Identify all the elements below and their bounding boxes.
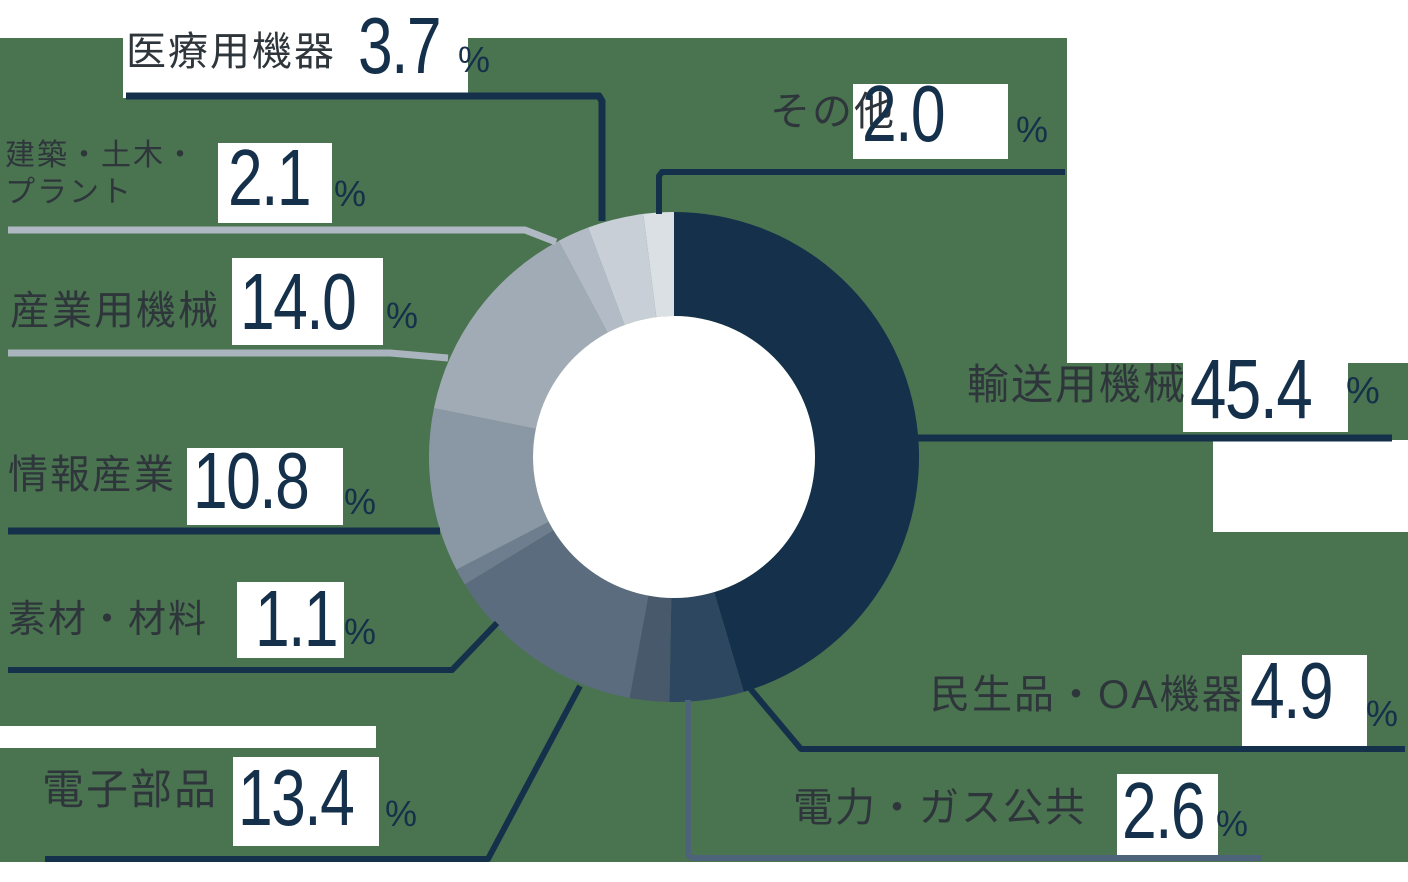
background-white-patch [0,862,1408,882]
leader-line-iryo [126,92,606,221]
donut-slice-建築・土木・プラント [558,227,625,333]
slice-value-sonota: 2.0 [862,69,946,158]
slice-label-kenchiku: 建築・土木・ [5,139,197,172]
slice-value-sozai: 1.1 [255,574,339,663]
background-white-patch [352,16,464,84]
slice-label-sonota: その他 [770,90,896,134]
background-white-patch [237,582,344,658]
percent-sign-minsei: % [1366,693,1399,734]
donut-slice-医療用機器 [588,213,657,325]
slice-value-kenchiku: 2.1 [228,133,312,222]
leader-line-sangyo [8,349,449,362]
percent-sign-sonota: % [1016,109,1049,150]
background-white-patch [232,258,383,345]
background-white-patch [1117,774,1218,860]
background-white-patch [1242,655,1367,748]
background-white-patch [187,448,343,525]
background-white-patch [218,143,332,223]
slice-label-iryo: 医療用機器 [126,30,336,74]
percent-sign-sozai: % [344,611,377,652]
slice-label-kenchiku: プラント [5,176,133,209]
leader-line-sozai [8,620,500,673]
background-white-patch [1183,352,1348,432]
slice-value-minsei: 4.9 [1250,646,1334,735]
leader-line-kenchiku [8,226,558,246]
percent-sign-denryoku: % [1216,803,1249,844]
slice-label-sozai: 素材・材料 [8,599,209,641]
donut-slice-その他 [643,212,674,318]
background-white-patch [853,84,1008,159]
slice-value-joho: 10.8 [193,436,310,525]
background-white-patch [0,726,376,748]
donut-slice-素材・材料 [456,521,554,585]
leader-line-denryoku [685,700,1262,861]
slice-label-joho: 情報産業 [8,453,176,497]
slice-value-sangyo: 14.0 [240,257,357,346]
slice-value-yuso: 45.4 [1190,342,1313,436]
background-white-patch [233,757,379,846]
donut-slice-電子部品 [464,530,649,698]
donut-slice-電力・ガス公共 [629,595,672,702]
percent-sign-kenchiku: % [334,173,367,214]
percent-sign-sangyo: % [386,295,419,336]
percent-sign-joho: % [344,481,377,522]
slice-label-denryoku: 電力・ガス公共 [793,786,1087,830]
leader-line-minsei [745,684,1405,752]
percent-sign-denshi: % [385,793,418,834]
slice-value-iryo: 3.7 [358,1,442,90]
percent-sign-iryo: % [458,39,491,80]
slice-label-minsei: 民生品・OA機器 [930,673,1244,717]
slice-label-yuso: 輸送用機械 [967,361,1188,408]
donut-slice-情報産業 [428,408,549,570]
slice-label-denshi: 電子部品 [42,766,219,813]
slice-value-denryoku: 2.6 [1122,766,1206,855]
donut-slice-輸送用機械 [674,212,919,692]
background-white-patch [1067,38,1408,363]
leader-line-sonota [656,169,1065,214]
background-white-patch [1213,440,1408,532]
leader-line-denshi [45,684,583,862]
slice-value-denshi: 13.4 [238,753,355,842]
donut-slice-産業用機械 [433,240,608,429]
donut-slice-民生品・OA機器 [669,592,744,702]
percent-sign-yuso: % [1346,370,1380,412]
donut-hole [533,316,815,598]
background-white-patch [0,0,1408,38]
slice-label-sangyo: 産業用機械 [10,289,220,333]
